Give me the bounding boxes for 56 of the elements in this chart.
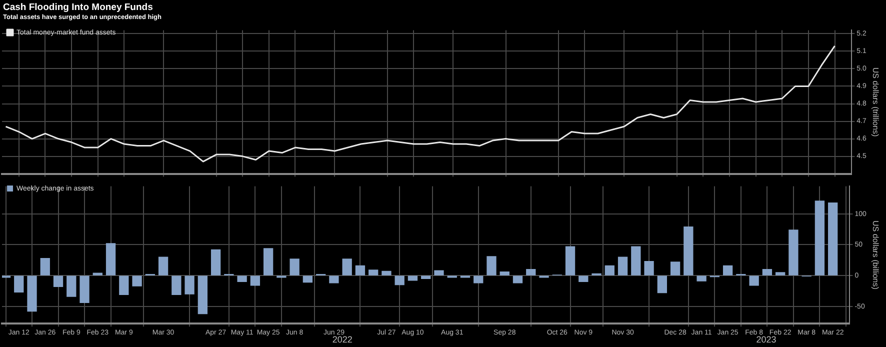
- chart-title: Cash Flooding Into Money Funds: [3, 2, 153, 13]
- bar: [368, 270, 378, 276]
- bar: [250, 276, 260, 286]
- bar: [644, 261, 654, 276]
- bar: [434, 270, 444, 276]
- bar: [749, 276, 759, 286]
- bar: [106, 243, 116, 276]
- bar: [657, 276, 667, 294]
- bar: [474, 276, 484, 284]
- y2-axis-title: US dollars (trillions): [870, 67, 880, 138]
- bar: [631, 246, 641, 276]
- y2-axis-title: US dollars (billions): [870, 220, 880, 290]
- bar: [342, 258, 352, 276]
- bar: [198, 276, 208, 314]
- bar: [421, 276, 431, 279]
- bar: [14, 276, 24, 293]
- bar: [263, 248, 274, 276]
- bar: [92, 272, 102, 276]
- bar: [184, 276, 194, 294]
- bar: [696, 276, 706, 282]
- bar: [828, 202, 838, 276]
- bar: [119, 276, 129, 295]
- bar: [132, 276, 142, 286]
- bar: [302, 276, 313, 283]
- bar: [604, 265, 614, 276]
- bar: [172, 276, 182, 295]
- bar: [578, 276, 588, 282]
- bar: [355, 265, 366, 276]
- bar: [80, 276, 90, 303]
- bar: [618, 256, 628, 276]
- bar: [684, 226, 694, 276]
- bar: [382, 270, 392, 276]
- bar: [500, 272, 510, 276]
- bar: [512, 276, 523, 284]
- bar: [565, 246, 576, 276]
- bar: [776, 272, 786, 276]
- bar: [394, 276, 404, 286]
- bar: [329, 276, 339, 284]
- bar: [66, 276, 76, 297]
- bar: [40, 258, 50, 276]
- bar: [237, 276, 247, 282]
- bar: [408, 276, 418, 281]
- text: 2022: [332, 334, 352, 345]
- bar: [210, 249, 221, 276]
- bar: [814, 200, 825, 276]
- bar: [526, 269, 536, 276]
- bar: [788, 230, 798, 276]
- bar: [27, 276, 37, 312]
- bar: [290, 258, 300, 276]
- bar: [53, 276, 64, 287]
- bar: [762, 269, 772, 276]
- bar: [486, 256, 496, 276]
- bar: [722, 265, 733, 276]
- text: 2023: [756, 334, 776, 345]
- bar: [158, 256, 168, 276]
- bar: [670, 262, 680, 276]
